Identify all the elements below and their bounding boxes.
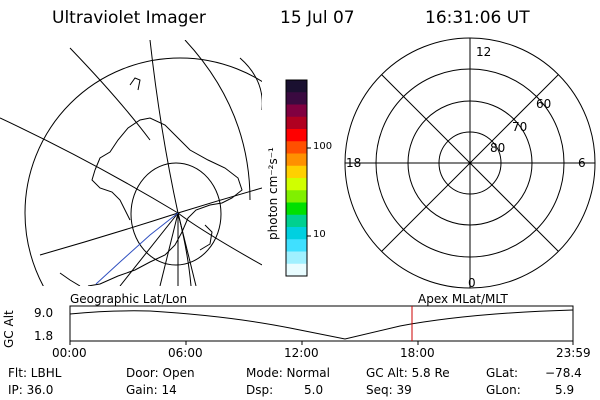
map-arc-top-right [239,57,262,110]
colorbar-swatch [286,116,307,130]
polar-diagonal-2 [381,74,559,252]
satellite-track [95,212,179,285]
colorbar-swatch [286,104,307,118]
coastline-peninsula [91,169,131,221]
map-line-3 [177,212,197,286]
colorbar-swatch [286,92,307,105]
mlt-label-6: 6 [578,156,586,170]
colorbar-swatch [286,214,307,228]
map-inner-latitude [130,162,222,266]
colorbar-swatch [286,251,307,265]
map-line-1 [159,212,179,286]
timeline-y-tick-high: 9.0 [34,306,54,320]
timeline-plot [69,305,574,345]
dsp-label: Dsp: [246,383,274,397]
map-meridian-4 [69,47,151,141]
coastline-island-1 [129,77,141,91]
mlt-label-12: 12 [476,45,492,59]
glat-value: −78.4 [545,366,582,380]
timeline-frame [69,305,574,342]
instrument-title: Ultraviolet Imager [52,8,206,28]
colorbar-swatch [286,178,307,191]
orbit-altitude-curve [69,309,574,340]
mlat-label-80: 80 [490,141,506,155]
map-meridian-1 [149,40,192,286]
gc-alt-info: GC Alt: 5.8 Re [366,366,450,380]
seq-info: Seq: 39 [366,383,412,397]
geographic-map [0,40,262,286]
geographic-label: Geographic Lat/Lon [70,292,188,306]
mlat-label-60: 60 [536,97,552,111]
coastline-fragment [59,272,81,286]
map-arc-right [184,40,251,201]
colorbar-swatch [286,227,307,240]
map-meridian-3 [39,187,262,256]
timeline-x-tick-0000: 00:00 [52,346,87,360]
timeline-x-tick-1800: 18:00 [400,346,435,360]
time-label: 16:31:06 UT [425,8,530,28]
mlt-label-0: 0 [468,276,476,290]
colorbar-swatch [286,190,307,203]
timeline-y-axis-label: GC Alt [2,310,16,348]
colorbar-swatch [286,80,307,93]
colorbar-swatch [286,239,307,252]
timeline-x-tick-0600: 06:00 [168,346,203,360]
glon-label: GLon: [486,383,521,397]
mode-info: Mode: Normal [246,366,330,380]
colorbar-swatch [286,263,307,277]
mlt-label-18: 18 [346,156,362,170]
colorbar [285,79,311,277]
ip-info: IP: 36.0 [8,383,54,397]
date-label: 15 Jul 07 [280,8,355,28]
gain-info: Gain: 14 [126,383,177,397]
colorbar-swatch [286,153,307,167]
glon-value: 5.9 [555,383,575,397]
glat-label: GLat: [486,366,519,380]
dsp-value: 5.0 [304,383,324,397]
coastline-antarctica [87,117,243,286]
apex-label: Apex MLat/MLT [418,292,508,306]
map-meridian-2 [0,117,262,266]
timeline-x-tick-1200: 12:00 [284,346,319,360]
mlat-label-70: 70 [512,120,528,134]
colorbar-swatch [286,141,307,154]
colorbar-unit-label: photon cm⁻²s⁻¹ [266,147,280,240]
map-line-4 [119,212,179,286]
filter-info: Flt: LBHL [8,366,62,380]
colorbar-frame [285,79,308,277]
door-info: Door: Open [126,366,195,380]
timeline-x-tick-2359: 23:59 [556,346,591,360]
colorbar-tick-10: 10 [313,229,326,240]
colorbar-swatch [286,202,307,216]
map-outer-circle [24,57,262,286]
timeline-y-tick-low: 1.8 [34,329,54,343]
colorbar-tick-100: 100 [313,141,333,152]
polar-plot [344,37,596,289]
coastline-island-2 [199,224,213,251]
colorbar-swatch [286,129,307,142]
colorbar-swatch [286,165,307,179]
